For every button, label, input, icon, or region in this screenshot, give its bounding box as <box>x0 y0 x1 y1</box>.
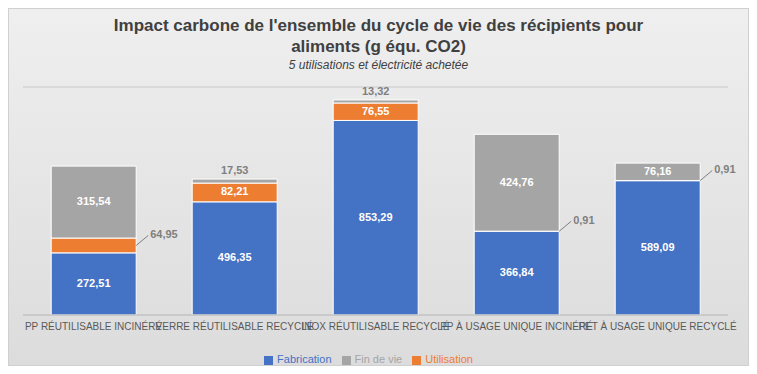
svg-text:424,76: 424,76 <box>500 176 534 188</box>
svg-text:0,91: 0,91 <box>573 214 594 226</box>
html-text:Impact carbone de l'ensemble d: Impact carbone de l'ensemble du cycle de… <box>113 16 644 56</box>
html-text:Fin de vie: Fin de vie <box>354 353 403 365</box>
html-text:Fabrication: Fabrication <box>277 353 332 365</box>
svg-text:13,32: 13,32 <box>362 85 390 97</box>
html-text:Utilisation: Utilisation <box>425 353 473 365</box>
svg-text:853,29: 853,29 <box>359 211 393 223</box>
svg-text:82,21: 82,21 <box>221 185 249 197</box>
html-text:5 utilisations et électricité: 5 utilisations et électricité achetée <box>288 58 469 72</box>
svg-text:366,84: 366,84 <box>500 266 535 278</box>
svg-text:496,35: 496,35 <box>218 251 252 263</box>
svg-text:0,91: 0,91 <box>714 163 735 175</box>
svg-text:PP À USAGE UNIQUE INCINÉRÉ: PP À USAGE UNIQUE INCINÉRÉ <box>440 320 593 332</box>
svg-text:315,54: 315,54 <box>77 195 112 207</box>
svg-text:PP RÉUTILISABLE INCINÉRÉ: PP RÉUTILISABLE INCINÉRÉ <box>25 320 162 332</box>
svg-text:76,55: 76,55 <box>362 105 390 117</box>
svg-text:589,09: 589,09 <box>641 241 675 253</box>
svg-text:VERRE RÉUTILISABLE RECYCLÉ: VERRE RÉUTILISABLE RECYCLÉ <box>156 320 314 332</box>
svg-text:17,53: 17,53 <box>221 164 249 176</box>
svg-text:64,95: 64,95 <box>150 228 178 240</box>
svg-text:272,51: 272,51 <box>77 277 111 289</box>
svg-text:76,16: 76,16 <box>644 165 672 177</box>
svg-text:INOX RÉUTILISABLE RECYCLÉ: INOX RÉUTILISABLE RECYCLÉ <box>302 320 450 332</box>
svg-text:PET À USAGE UNIQUE RECYCLÉ: PET À USAGE UNIQUE RECYCLÉ <box>578 320 737 332</box>
